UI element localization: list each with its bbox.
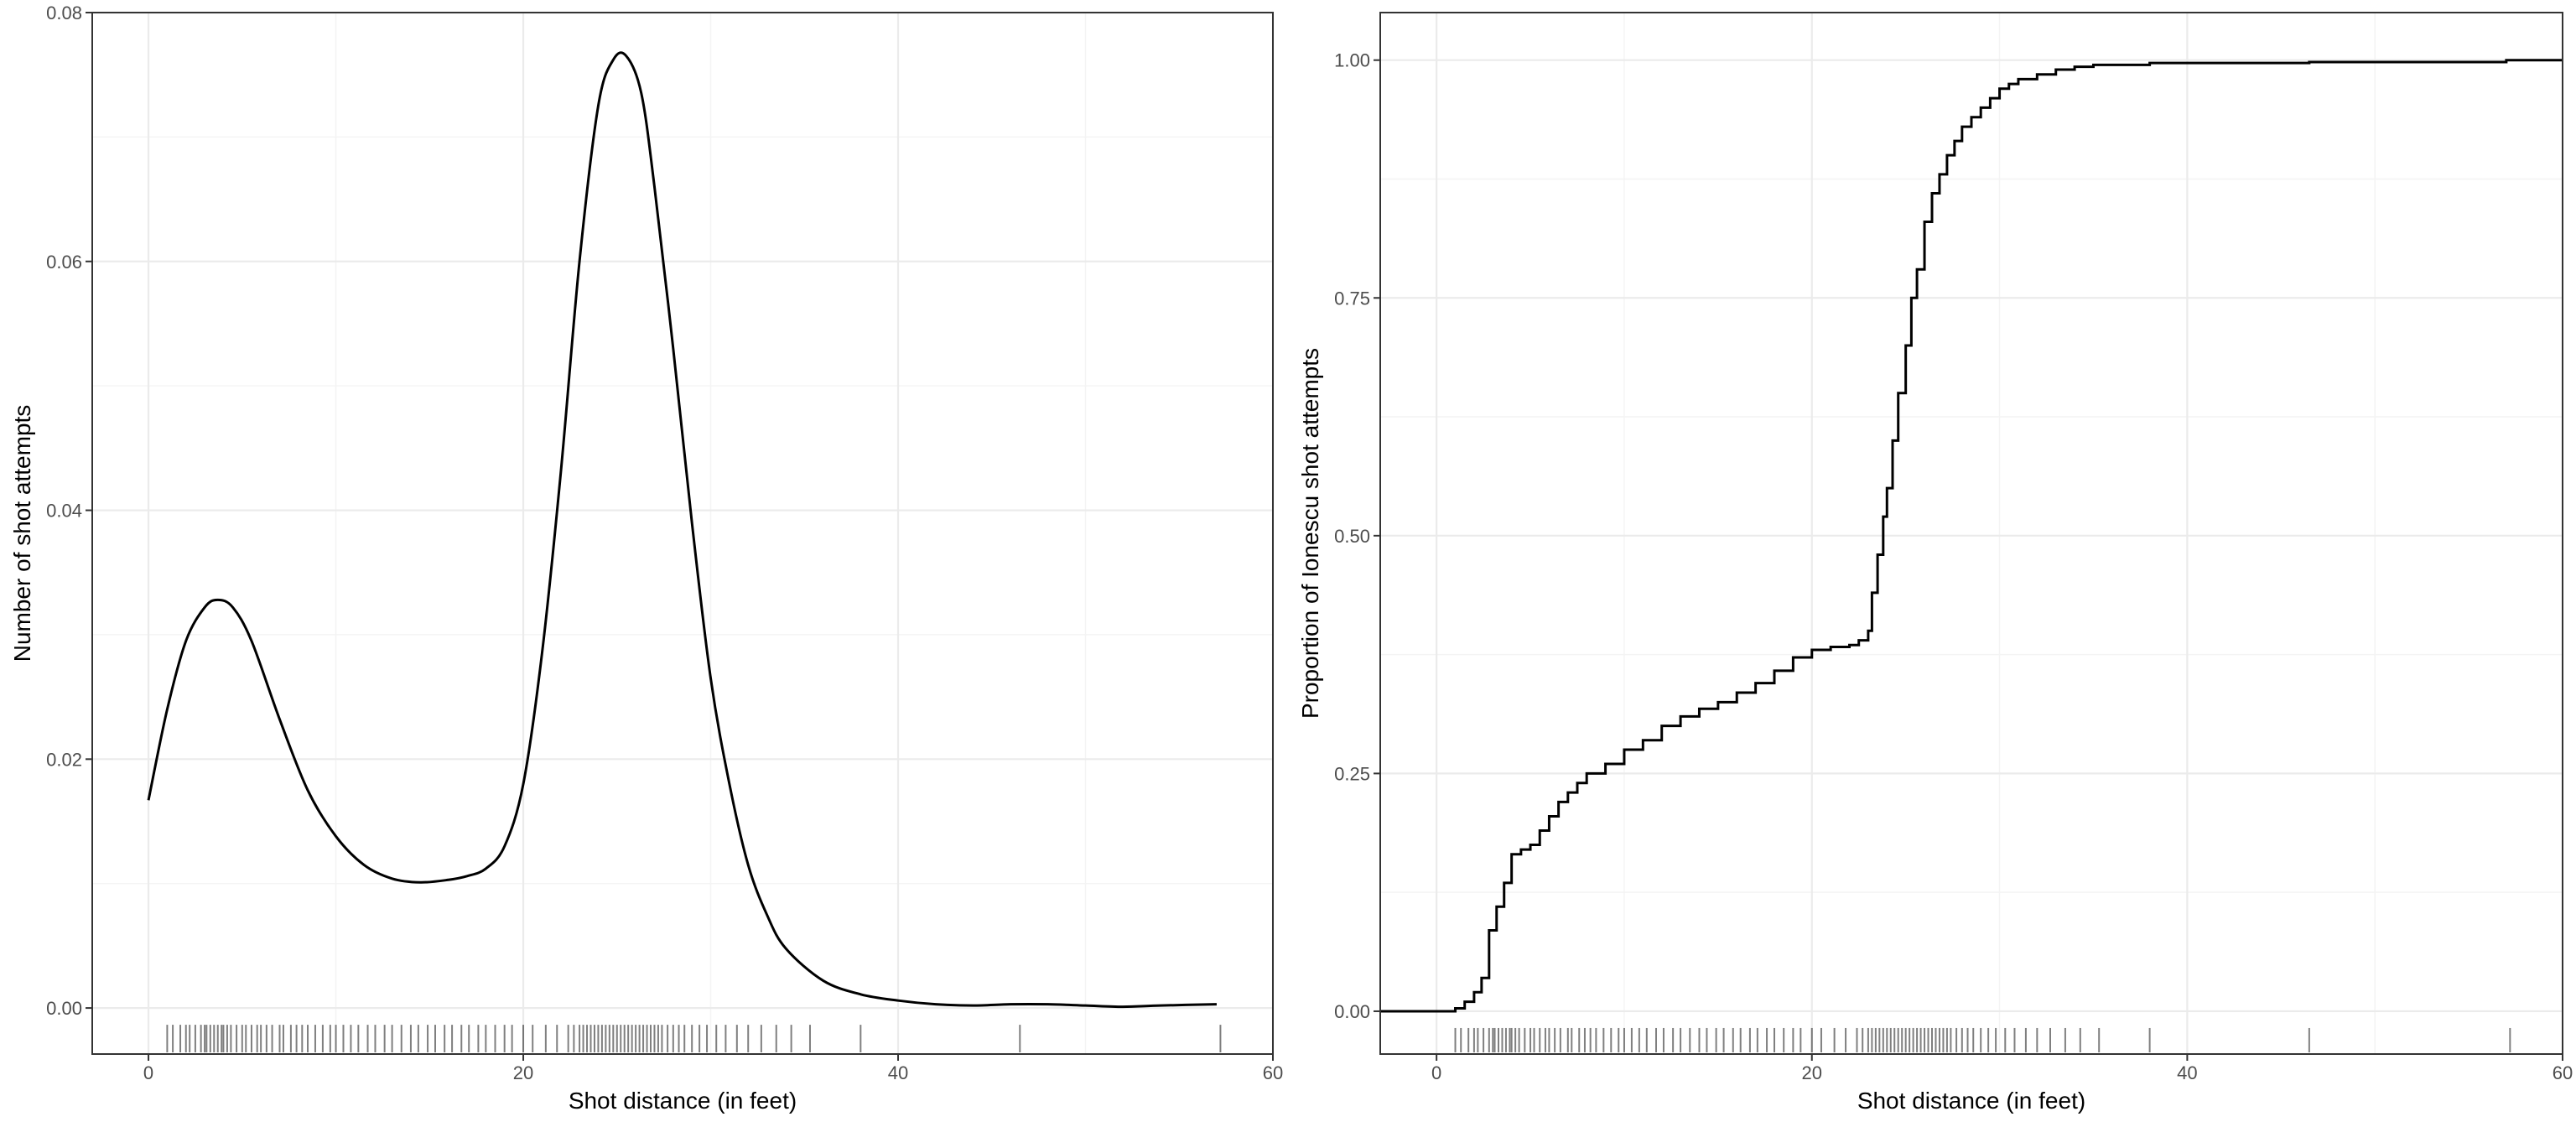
x-tick-label: 60 [1263, 1062, 1283, 1083]
y-axis-title: Number of shot attempts [9, 405, 35, 662]
x-tick-label: 0 [1431, 1062, 1441, 1083]
x-tick-label: 0 [143, 1062, 153, 1083]
y-tick-label: 0.50 [1334, 526, 1370, 547]
y-tick-label: 1.00 [1334, 50, 1370, 71]
x-tick-label: 20 [1802, 1062, 1822, 1083]
ecdf-step-line [1380, 59, 2563, 1013]
y-tick-label: 0.02 [46, 749, 82, 770]
y-tick-label: 0.06 [46, 252, 82, 273]
x-axis-title: Shot distance (in feet) [1857, 1088, 2085, 1114]
y-tick-label: 0.00 [46, 998, 82, 1019]
y-tick-label: 0.04 [46, 501, 82, 522]
x-tick-label: 40 [888, 1062, 908, 1083]
panel-border [91, 12, 1274, 1055]
panel-border [1379, 12, 2563, 1055]
density-panel: 0 20 40 60 0.00 0.02 0.04 0.06 0.08 Shot distance… [9, 3, 1283, 1114]
ecdf-panel: 0 20 40 60 0.00 0.25 0.50 0.75 1.00 Shot distance… [1297, 12, 2573, 1114]
x-tick-label: 20 [513, 1062, 533, 1083]
x-tick-label: 60 [2553, 1062, 2573, 1083]
density-curve [147, 51, 1217, 1009]
x-tick-label: 40 [2177, 1062, 2197, 1083]
y-tick-label: 0.25 [1334, 763, 1370, 784]
y-axis-title: Proportion of Ionescu shot attempts [1297, 348, 1323, 719]
y-tick-label: 0.75 [1334, 288, 1370, 309]
y-tick-label: 0.08 [46, 3, 82, 23]
y-tick-label: 0.00 [1334, 1001, 1370, 1022]
x-axis-title: Shot distance (in feet) [569, 1088, 797, 1114]
